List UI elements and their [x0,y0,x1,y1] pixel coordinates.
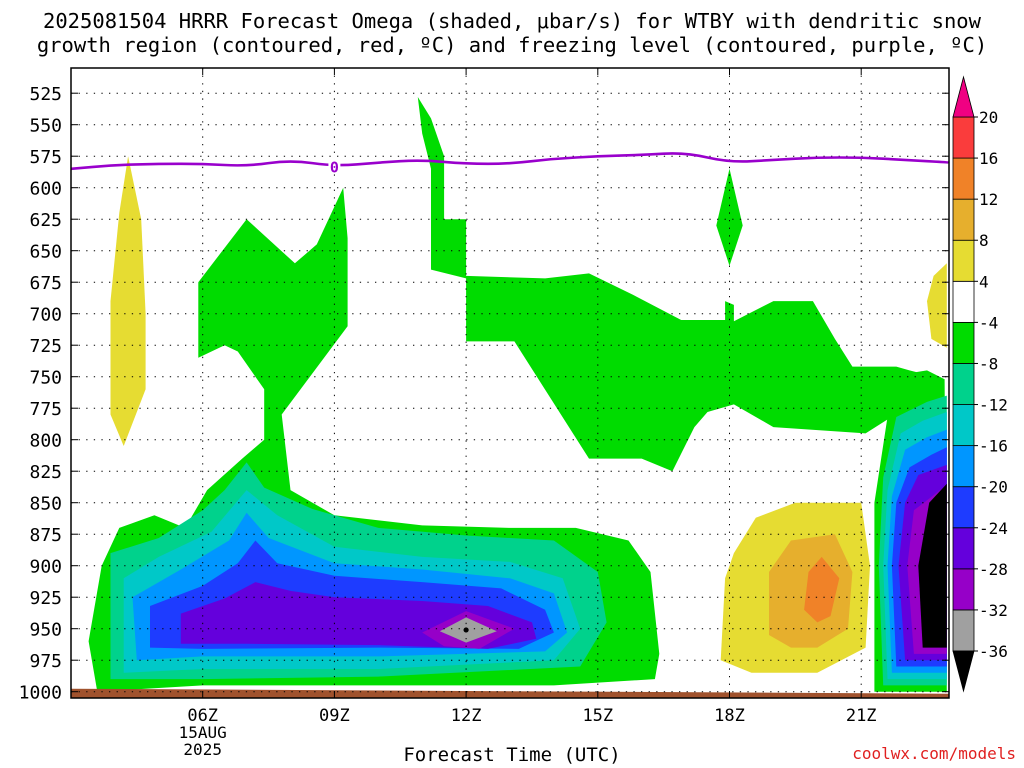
y-tick-label-1000: 1000 [19,683,62,704]
grid-lines [71,68,949,698]
chart-title-line-2: growth region (contoured, red, ºC) and f… [36,33,988,57]
colorbar-label-5: -16 [979,437,1008,456]
x-tick-label-15Z: 15Z [582,706,613,726]
colorbar-label-6: -12 [979,396,1008,415]
y-tick-label-950: 950 [29,620,62,641]
y-tick-label-575: 575 [29,147,62,168]
freezing-level-label: 0 [330,158,339,176]
x-date-label-1: 2025 [183,740,222,759]
y-tick-label-725: 725 [29,336,62,357]
y-tick-label-925: 925 [29,588,62,609]
colorbar-label-13: 20 [979,108,998,127]
colorbar-label-9: 4 [979,272,989,291]
omega-area-22 [804,556,840,623]
y-tick-label-825: 825 [29,462,62,483]
y-tick-label-975: 975 [29,651,62,672]
y-tick-label-800: 800 [29,431,62,452]
omega-area-19 [927,263,947,348]
omega-area-17 [918,483,947,648]
colorbar-box-4 [952,445,975,488]
colorbar-label-7: -8 [979,354,998,373]
y-tick-label-775: 775 [29,399,62,420]
colorbar-box-8 [952,280,975,323]
y-tick-label-850: 850 [29,494,62,515]
colorbar-box-1 [952,568,975,611]
y-tick-label-650: 650 [29,242,62,263]
x-tick-label-12Z: 12Z [451,706,482,726]
omega-area-2 [716,168,743,266]
colorbar-label-11: 12 [979,190,998,209]
plot-frame [70,67,950,699]
freezing-level-contour: 0 [71,152,949,176]
y-tick-label-550: 550 [29,116,62,137]
omega-area-18 [110,156,146,446]
colorbar-box-0 [952,609,975,652]
colorbar-label-12: 16 [979,149,998,168]
colorbar-box-10 [952,198,975,241]
chart-title-line-1: 2025081504 HRRR Forecast Omega (shaded, … [43,9,981,33]
y-tick-label-675: 675 [29,273,62,294]
y-tick-label-900: 900 [29,557,62,578]
y-tick-label-875: 875 [29,525,62,546]
omega-area-1 [417,97,945,472]
colorbar-label-4: -20 [979,478,1008,497]
site-credit[interactable]: coolwx.com/models [852,744,1016,763]
y-tick-label-750: 750 [29,368,62,389]
colorbar: -36 -32 -28 -24 -20 -16 -12 -8 -4 4 8 12 16 20 [952,75,1008,693]
omega-peak-dot [463,627,469,633]
x-tick-label-09Z: 09Z [319,706,350,726]
colorbar-box-3 [952,486,975,529]
y-tick-label-625: 625 [29,210,62,231]
x-axis-label: Forecast Time (UTC) [403,744,621,766]
y-tick-label-700: 700 [29,305,62,326]
y-tick-label-600: 600 [29,179,62,200]
omega-shaded-areas [88,97,947,692]
freezing-level-label-bg [328,158,341,175]
x-tick-label-21Z: 21Z [846,706,877,726]
y-tick-label-525: 525 [29,84,62,105]
colorbar-box-11 [952,157,975,200]
axis-ticks: 525 550 575 600 625 650 675 700 725 750 775 800 825 8… [19,68,949,759]
freezing-level-line [71,152,949,171]
colorbar-low-arrow [952,650,975,693]
colorbar-box-2 [952,527,975,570]
x-tick-label-06Z: 06Z [187,706,218,726]
colorbar-label-8: -4 [979,313,998,332]
colorbar-label-10: 8 [979,231,989,250]
colorbar-label-0: -36 [979,642,1008,661]
colorbar-box-7 [952,321,975,364]
colorbar-box-12 [952,116,975,159]
x-tick-label-18Z: 18Z [714,706,745,726]
colorbar-box-9 [952,239,975,282]
colorbar-label-3: -24 [979,519,1008,538]
colorbar-box-6 [952,363,975,405]
colorbar-box-5 [952,404,975,447]
x-date-label-0: 15AUG [179,723,227,742]
colorbar-label-1: -32 [979,601,1008,620]
colorbar-high-arrow [952,75,975,118]
colorbar-label-2: -28 [979,560,1008,579]
